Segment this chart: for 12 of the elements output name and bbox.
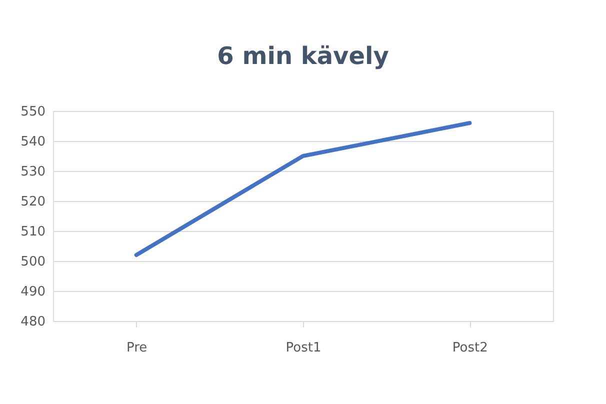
y-tick-label: 510 [20,224,46,240]
y-tick-label: 490 [20,284,46,300]
y-tick-label: 480 [20,314,46,330]
x-tick-label: Pre [126,340,148,356]
x-tick-label: Post2 [452,340,488,356]
y-tick-label: 540 [20,134,46,150]
x-tick-label: Post1 [286,340,322,356]
chart-title: 6 min kävely [217,42,390,70]
y-tick-label: 520 [20,194,46,210]
y-tick-label: 500 [20,254,46,270]
y-tick-label: 550 [20,104,46,120]
y-tick-label: 530 [20,164,46,180]
